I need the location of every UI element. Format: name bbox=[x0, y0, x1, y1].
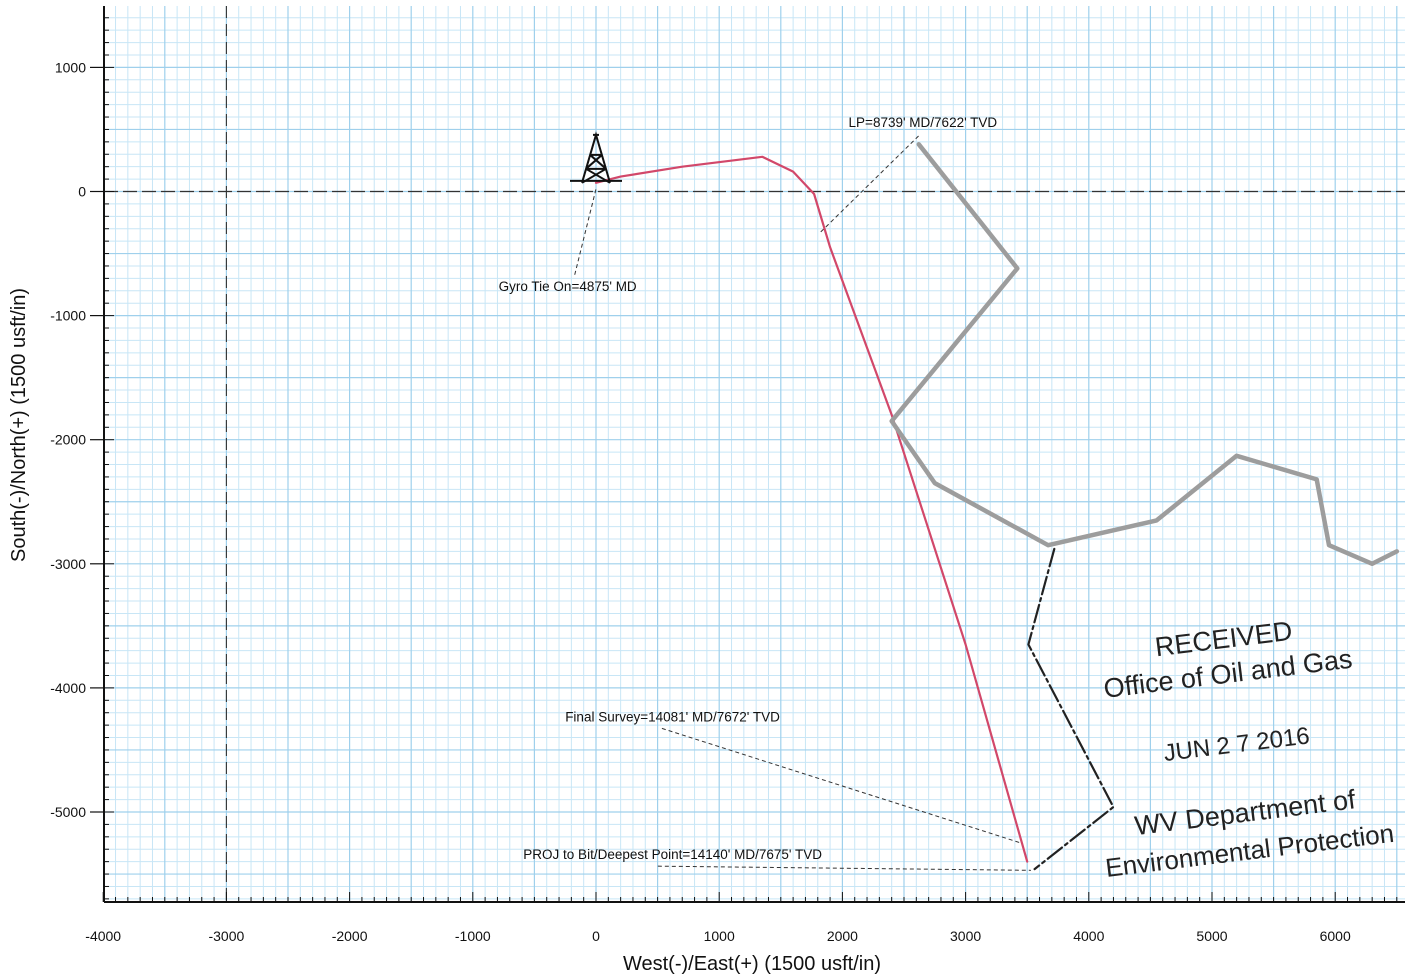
axes bbox=[103, 6, 1405, 903]
annotation-leader bbox=[574, 188, 597, 275]
grid-major bbox=[104, 6, 1405, 902]
annotation-leaders bbox=[574, 135, 1031, 871]
rig-tower bbox=[581, 131, 611, 184]
annotation-label: Final Survey=14081' MD/7672' TVD bbox=[565, 709, 780, 724]
series-line bbox=[594, 155, 1029, 863]
ticks: -4000 -3000 -2000 -1000 0 1000 2000 3000 4000 500… bbox=[50, 17, 1398, 944]
x-tick-label: -1000 bbox=[455, 928, 491, 944]
annotation-label: PROJ to Bit/Deepest Point=14140' MD/7675… bbox=[523, 847, 822, 862]
annotation-label: LP=8739' MD/7622' TVD bbox=[849, 115, 998, 130]
x-tick-label: -4000 bbox=[85, 928, 121, 944]
y-tick-label: -3000 bbox=[50, 556, 86, 572]
annotation-label: Gyro Tie On=4875' MD bbox=[499, 279, 637, 294]
x-tick-label: 1000 bbox=[704, 928, 735, 944]
x-tick-label: -2000 bbox=[332, 928, 368, 944]
annotation-leader bbox=[657, 865, 1031, 871]
y-tick-label: -2000 bbox=[50, 432, 86, 448]
series-line bbox=[889, 142, 1400, 567]
annotation-leader bbox=[819, 135, 919, 233]
y-tick-label: -4000 bbox=[50, 680, 86, 696]
annotations: LP=8739' MD/7622' TVD Gyro Tie On=4875' M… bbox=[499, 115, 998, 862]
y-tick-label: 0 bbox=[78, 184, 86, 200]
x-tick-label: 5000 bbox=[1196, 928, 1227, 944]
rig-icon bbox=[570, 131, 622, 184]
plot-area bbox=[104, 6, 1405, 902]
grid-minor bbox=[104, 6, 1405, 902]
series-line bbox=[1027, 547, 1115, 871]
series-lines bbox=[594, 142, 1400, 871]
axis-titles: West(-)/East(+) (1500 usft/in) South(-)/N… bbox=[8, 288, 881, 975]
y-tick-label: -1000 bbox=[50, 308, 86, 324]
y-tick-label: 1000 bbox=[55, 59, 86, 75]
x-tick-label: 0 bbox=[592, 928, 600, 944]
x-tick-label: 2000 bbox=[827, 928, 858, 944]
x-axis-title: West(-)/East(+) (1500 usft/in) bbox=[623, 953, 881, 975]
x-tick-label: 6000 bbox=[1320, 928, 1351, 944]
y-axis-title: South(-)/North(+) (1500 usft/in) bbox=[8, 288, 30, 562]
x-tick-label: -3000 bbox=[208, 928, 244, 944]
x-tick-label: 3000 bbox=[950, 928, 981, 944]
x-tick-label: 4000 bbox=[1073, 928, 1104, 944]
y-tick-label: -5000 bbox=[50, 804, 86, 820]
